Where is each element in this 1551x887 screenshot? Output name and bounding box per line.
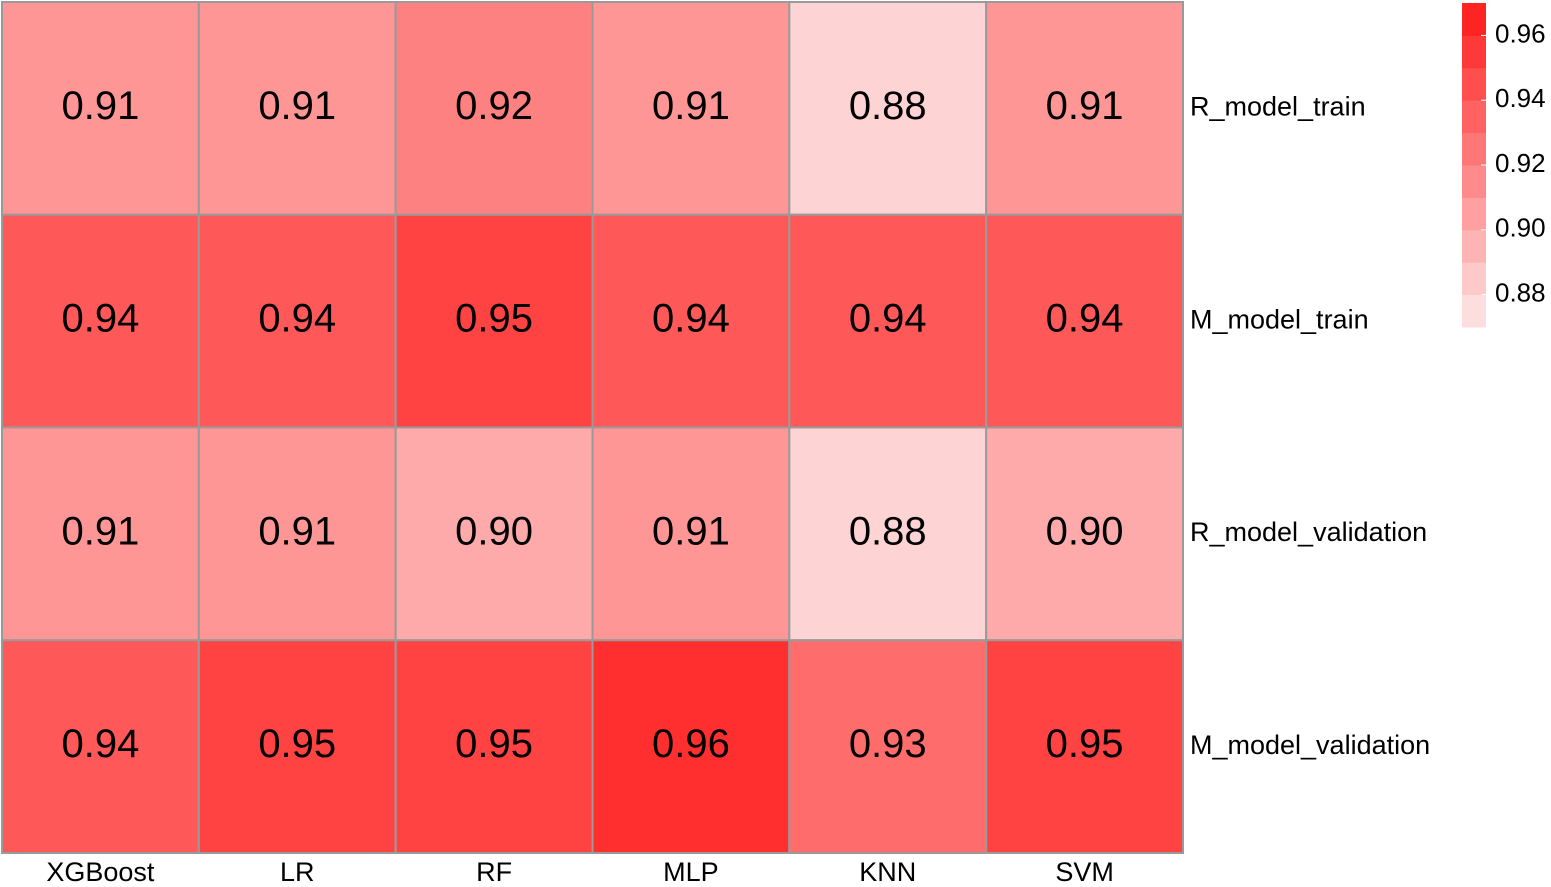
y-tick-label: M_model_train — [1190, 304, 1369, 334]
colorbar-tick-label: 0.92 — [1495, 148, 1546, 178]
cell-label: 0.91 — [61, 84, 139, 128]
colorbar-step — [1462, 197, 1486, 231]
cell-label: 0.90 — [1046, 509, 1124, 553]
heatmap-cell — [197, 639, 397, 854]
heatmap-cell — [985, 639, 1185, 854]
heatmap-cell — [1, 1, 200, 216]
x-tick-label: LR — [280, 857, 315, 887]
colorbar-step — [1462, 67, 1486, 101]
colorbar-tick-label: 0.94 — [1495, 83, 1546, 113]
cell-label: 0.91 — [652, 84, 730, 128]
cell-label: 0.92 — [455, 84, 533, 128]
colorbar-step — [1462, 132, 1486, 166]
colorbar-tick-label: 0.90 — [1495, 213, 1546, 243]
cell-label: 0.94 — [849, 297, 927, 341]
cell-label: 0.96 — [652, 722, 730, 766]
x-tick-label: SVM — [1055, 857, 1114, 887]
cell-label: 0.95 — [455, 297, 533, 341]
heatmap-cell — [197, 1, 397, 216]
colorbar-step — [1462, 229, 1486, 263]
heatmap-cell — [788, 1, 988, 216]
cell-label: 0.94 — [1046, 297, 1124, 341]
x-tick-label: XGBoost — [46, 857, 155, 887]
heatmap-cell — [394, 1, 594, 216]
heatmap-cell — [788, 639, 988, 854]
heatmap-cell — [591, 213, 791, 429]
heatmap-cell — [985, 426, 1185, 642]
y-tick-label: M_model_validation — [1190, 730, 1430, 760]
cell-label: 0.88 — [849, 84, 927, 128]
cell-label: 0.91 — [652, 509, 730, 553]
cell-label: 0.91 — [258, 84, 336, 128]
heatmap-cell — [197, 213, 397, 429]
colorbar-step — [1462, 165, 1486, 198]
cell-label: 0.94 — [61, 722, 139, 766]
colorbar-step — [1462, 35, 1486, 69]
cell-label: 0.94 — [61, 297, 139, 341]
x-tick-label: RF — [476, 857, 512, 887]
cell-label: 0.94 — [652, 297, 730, 341]
x-tick-label: MLP — [663, 857, 719, 887]
colorbar-step — [1462, 262, 1486, 296]
heatmap-cell — [197, 426, 397, 642]
colorbar-step — [1462, 100, 1486, 134]
heatmap-cell — [591, 639, 791, 854]
heatmap-cell — [591, 1, 791, 216]
cell-label: 0.95 — [1046, 722, 1124, 766]
colorbar-tick-label: 0.96 — [1495, 18, 1546, 48]
heatmap-cell — [788, 426, 988, 642]
cell-label: 0.91 — [61, 509, 139, 553]
y-tick-label: R_model_train — [1190, 92, 1366, 122]
heatmap-cell — [394, 426, 594, 642]
colorbar-step — [1462, 3, 1486, 36]
cell-label: 0.91 — [258, 509, 336, 553]
heatmap-cell — [1, 426, 200, 642]
heatmap-cell — [591, 426, 791, 642]
y-tick-label: R_model_validation — [1190, 517, 1427, 547]
cell-label: 0.94 — [258, 297, 336, 341]
heatmap-cell — [1, 639, 200, 854]
heatmap-cell — [394, 639, 594, 854]
colorbar-tick-label: 0.88 — [1495, 277, 1546, 307]
cell-label: 0.90 — [455, 509, 533, 553]
cell-label: 0.93 — [849, 722, 927, 766]
cell-label: 0.95 — [455, 722, 533, 766]
heatmap-cell — [985, 213, 1185, 429]
colorbar-step — [1462, 294, 1486, 328]
cell-label: 0.88 — [849, 509, 927, 553]
x-tick-label: KNN — [859, 857, 916, 887]
cell-label: 0.91 — [1046, 84, 1124, 128]
cell-label: 0.95 — [258, 722, 336, 766]
heatmap-cell — [985, 1, 1185, 216]
